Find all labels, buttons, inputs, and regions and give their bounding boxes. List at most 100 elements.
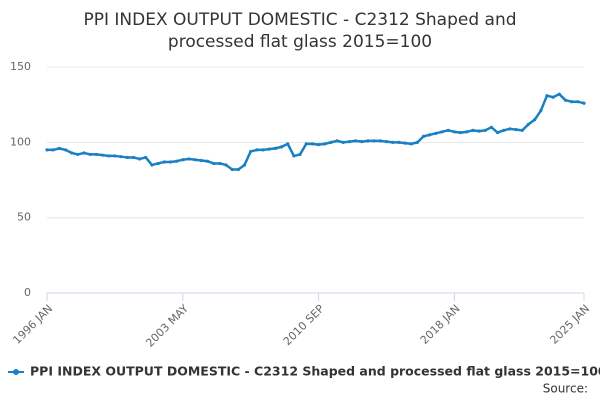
point — [360, 140, 364, 144]
point — [292, 154, 296, 158]
x-tick-label: 1996 JAN — [10, 302, 55, 347]
point — [310, 142, 315, 146]
point — [88, 152, 92, 157]
point — [144, 155, 148, 160]
point — [212, 161, 216, 166]
point — [236, 167, 240, 172]
y-tick-label: 100 — [10, 135, 31, 148]
point — [255, 148, 259, 152]
chart-title: PPI INDEX OUTPUT DOMESTIC - C2312 Shaped… — [83, 10, 516, 30]
point — [403, 141, 407, 145]
point — [156, 161, 160, 166]
point — [563, 98, 568, 102]
point — [533, 118, 537, 122]
point — [489, 125, 494, 129]
point — [397, 140, 401, 144]
point — [273, 146, 277, 150]
point — [51, 148, 55, 152]
point — [582, 101, 586, 105]
point — [249, 149, 253, 154]
point — [45, 148, 49, 152]
x-tick-label: 2010 SEP — [281, 302, 327, 348]
point — [520, 128, 524, 132]
point — [421, 134, 426, 138]
point — [372, 139, 376, 143]
point — [168, 160, 173, 164]
point — [483, 128, 487, 132]
point — [304, 142, 308, 146]
point — [384, 140, 389, 144]
x-tick-label: 2025 JAN — [547, 302, 592, 347]
point — [495, 130, 500, 135]
point — [193, 158, 197, 162]
point — [224, 163, 228, 167]
point — [341, 140, 345, 144]
point — [502, 128, 506, 132]
point — [316, 143, 321, 147]
point — [409, 142, 413, 146]
point — [131, 155, 136, 160]
point — [539, 109, 543, 113]
point — [150, 163, 154, 167]
point — [113, 154, 117, 158]
point — [242, 163, 247, 167]
point — [261, 148, 265, 152]
point — [94, 152, 98, 157]
point — [458, 130, 463, 135]
point — [57, 146, 61, 150]
point — [187, 157, 191, 161]
point — [465, 130, 469, 134]
point — [82, 151, 86, 155]
point — [570, 100, 574, 104]
series-line — [47, 92, 585, 171]
point — [354, 139, 358, 143]
point — [428, 133, 432, 137]
point — [107, 154, 111, 158]
point — [434, 131, 438, 135]
point — [323, 142, 327, 146]
chart-title: processed flat glass 2015=100 — [168, 32, 432, 52]
point — [100, 153, 105, 157]
x-tick-label: 2003 MAY — [143, 302, 191, 350]
y-tick-label: 50 — [17, 211, 31, 224]
point — [446, 128, 450, 132]
point — [440, 130, 444, 134]
point — [471, 128, 475, 132]
point — [452, 130, 456, 134]
point — [199, 158, 203, 163]
point — [125, 155, 129, 160]
point — [205, 159, 210, 163]
point — [378, 139, 382, 143]
point — [267, 147, 271, 151]
point — [551, 95, 555, 99]
point — [329, 140, 333, 144]
point — [557, 92, 561, 96]
point — [347, 140, 352, 144]
point — [63, 148, 68, 152]
point — [366, 139, 370, 143]
point — [70, 151, 74, 155]
point — [286, 142, 290, 146]
point — [526, 122, 531, 126]
point — [335, 139, 339, 143]
point — [391, 140, 395, 144]
point — [162, 160, 166, 164]
point — [218, 161, 222, 166]
y-tick-label: 150 — [10, 60, 31, 73]
point — [477, 129, 481, 133]
point — [181, 158, 185, 162]
point — [576, 100, 580, 104]
point — [279, 145, 284, 149]
point — [508, 127, 512, 131]
y-tick-label: 0 — [24, 286, 31, 299]
source: Source: — [543, 382, 588, 396]
point — [119, 155, 123, 159]
point — [298, 152, 302, 157]
point — [545, 94, 549, 98]
point — [137, 157, 142, 161]
point — [175, 159, 179, 163]
legend-symbol — [13, 369, 19, 375]
point — [415, 140, 419, 144]
x-tick-label: 2018 JAN — [418, 302, 463, 347]
